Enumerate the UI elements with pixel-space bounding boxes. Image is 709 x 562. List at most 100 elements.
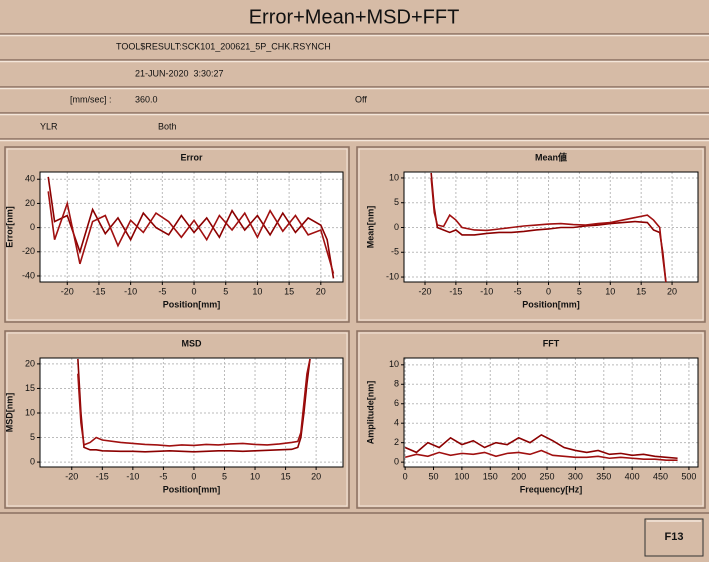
trace	[404, 433, 678, 460]
chart-title: MSD	[182, 338, 203, 348]
y-tick-label: -40	[22, 270, 35, 280]
x-tick-label: 400	[625, 471, 640, 481]
mode: Off	[355, 94, 367, 104]
chart-panel: Mean値 -20 -15 -10 -5 0 5 10 15 20 -10 -5 0 5 10 Positio…	[356, 146, 706, 323]
x-tick-label: 20	[667, 286, 677, 296]
y-tick-label: 6	[394, 398, 399, 408]
chart-panel: Error -20 -15 -10 -5 0 5 10 15 20 -40 -20 0 20 40 Posit…	[4, 146, 350, 323]
direction: Both	[158, 121, 177, 131]
x-tick-label: -10	[480, 286, 493, 296]
chart-panel: MSD -20 -15 -10 -5 0 5 10 15 20 0 5 10 15 20 Position[m…	[4, 330, 350, 509]
trace	[77, 358, 311, 447]
y-tick-label: -20	[22, 246, 35, 256]
x-tick-label: 5	[223, 286, 228, 296]
f13-button[interactable]: F13	[644, 518, 704, 557]
window-title: Error+Mean+MSD+FFT	[249, 6, 460, 28]
x-tick-label: 500	[681, 471, 696, 481]
plot-border	[39, 171, 344, 283]
y-tick-label: 0	[30, 222, 35, 232]
plot-area	[404, 358, 698, 467]
y-tick-label: -5	[391, 247, 399, 257]
x-tick-label: -20	[418, 286, 431, 296]
chart-title: Error	[180, 152, 203, 162]
x-tick-label: -10	[126, 471, 139, 481]
x-tick-label: -20	[65, 471, 78, 481]
y-tick-label: 10	[25, 407, 35, 417]
x-tick-label: -15	[92, 286, 105, 296]
x-tick-label: -20	[61, 286, 74, 296]
y-tick-label: 0	[394, 222, 399, 232]
button-label[interactable]: F13	[665, 531, 684, 543]
y-tick-label: 4	[394, 418, 399, 428]
x-tick-label: 300	[568, 471, 583, 481]
speed-label: [mm/sec] :	[70, 94, 112, 104]
x-tick-label: -15	[96, 471, 109, 481]
trace	[404, 449, 678, 461]
x-axis-label: Position[mm]	[163, 484, 221, 494]
y-tick-label: 20	[25, 358, 35, 368]
panel-bevel	[358, 332, 704, 507]
info-rows: TOOL$RESULT:SCK101_200621_5P_CHK.RSYNCH …	[0, 33, 709, 142]
button-frame[interactable]	[644, 518, 704, 557]
y-tick-label: 40	[25, 174, 35, 184]
trace	[77, 358, 311, 453]
x-tick-label: 10	[605, 286, 615, 296]
x-tick-label: 0	[546, 286, 551, 296]
plot-border	[403, 171, 699, 283]
trace	[430, 172, 667, 283]
y-tick-label: 0	[394, 457, 399, 467]
y-tick-label: 20	[25, 198, 35, 208]
x-tick-label: 5	[577, 286, 582, 296]
x-tick-label: -15	[449, 286, 462, 296]
y-tick-label: -10	[386, 271, 399, 281]
x-tick-label: -10	[124, 286, 137, 296]
trace	[430, 177, 667, 283]
x-tick-label: 15	[281, 471, 291, 481]
file-name: TOOL$RESULT:SCK101_200621_5P_CHK.RSYNCH	[116, 41, 331, 51]
panel-bevel	[358, 148, 704, 321]
x-tick-label: 15	[636, 286, 646, 296]
x-tick-label: 5	[222, 471, 227, 481]
trace	[47, 191, 335, 274]
y-tick-label: 10	[389, 172, 399, 182]
x-tick-label: 100	[454, 471, 469, 481]
plot-area	[40, 172, 343, 282]
date: 21-JUN-2020 3:30:27	[135, 68, 224, 78]
x-tick-label: 250	[540, 471, 555, 481]
y-axis-label: Amplitude[nm]	[365, 381, 375, 445]
x-tick-label: 15	[284, 286, 294, 296]
y-tick-label: 5	[30, 432, 35, 442]
x-tick-label: 10	[252, 286, 262, 296]
chart-panel: FFT 0 50 100 150 200 250 300 350 400 450 500 0 2 4 6 8 10…	[356, 330, 706, 509]
y-axis-label: MSD[nm]	[4, 393, 14, 433]
chart-title: Mean値	[535, 151, 567, 162]
plot-border	[39, 357, 344, 468]
x-tick-label: -5	[514, 286, 522, 296]
x-axis-label: Frequency[Hz]	[520, 484, 583, 494]
plot-border	[403, 357, 699, 468]
x-tick-label: -5	[159, 471, 167, 481]
x-tick-label: 0	[192, 286, 197, 296]
axis: YLR	[40, 121, 58, 131]
speed: 360.0	[135, 94, 158, 104]
x-tick-label: 450	[653, 471, 668, 481]
x-axis-label: Position[mm]	[163, 299, 221, 309]
y-tick-label: 0	[30, 456, 35, 466]
x-tick-label: 200	[511, 471, 526, 481]
y-axis-label: Error[nm]	[4, 206, 14, 248]
x-tick-label: 0	[403, 471, 408, 481]
x-tick-label: 50	[429, 471, 439, 481]
panel-bevel	[6, 148, 348, 321]
x-tick-label: -5	[158, 286, 166, 296]
y-tick-label: 8	[394, 379, 399, 389]
y-tick-label: 2	[394, 437, 399, 447]
x-tick-label: 20	[311, 471, 321, 481]
x-tick-label: 350	[596, 471, 611, 481]
y-tick-label: 5	[394, 197, 399, 207]
y-axis-label: Mean[nm]	[365, 206, 375, 249]
y-tick-label: 10	[389, 359, 399, 369]
x-tick-label: 20	[316, 286, 326, 296]
y-tick-label: 15	[25, 383, 35, 393]
panel-bevel	[6, 332, 348, 507]
